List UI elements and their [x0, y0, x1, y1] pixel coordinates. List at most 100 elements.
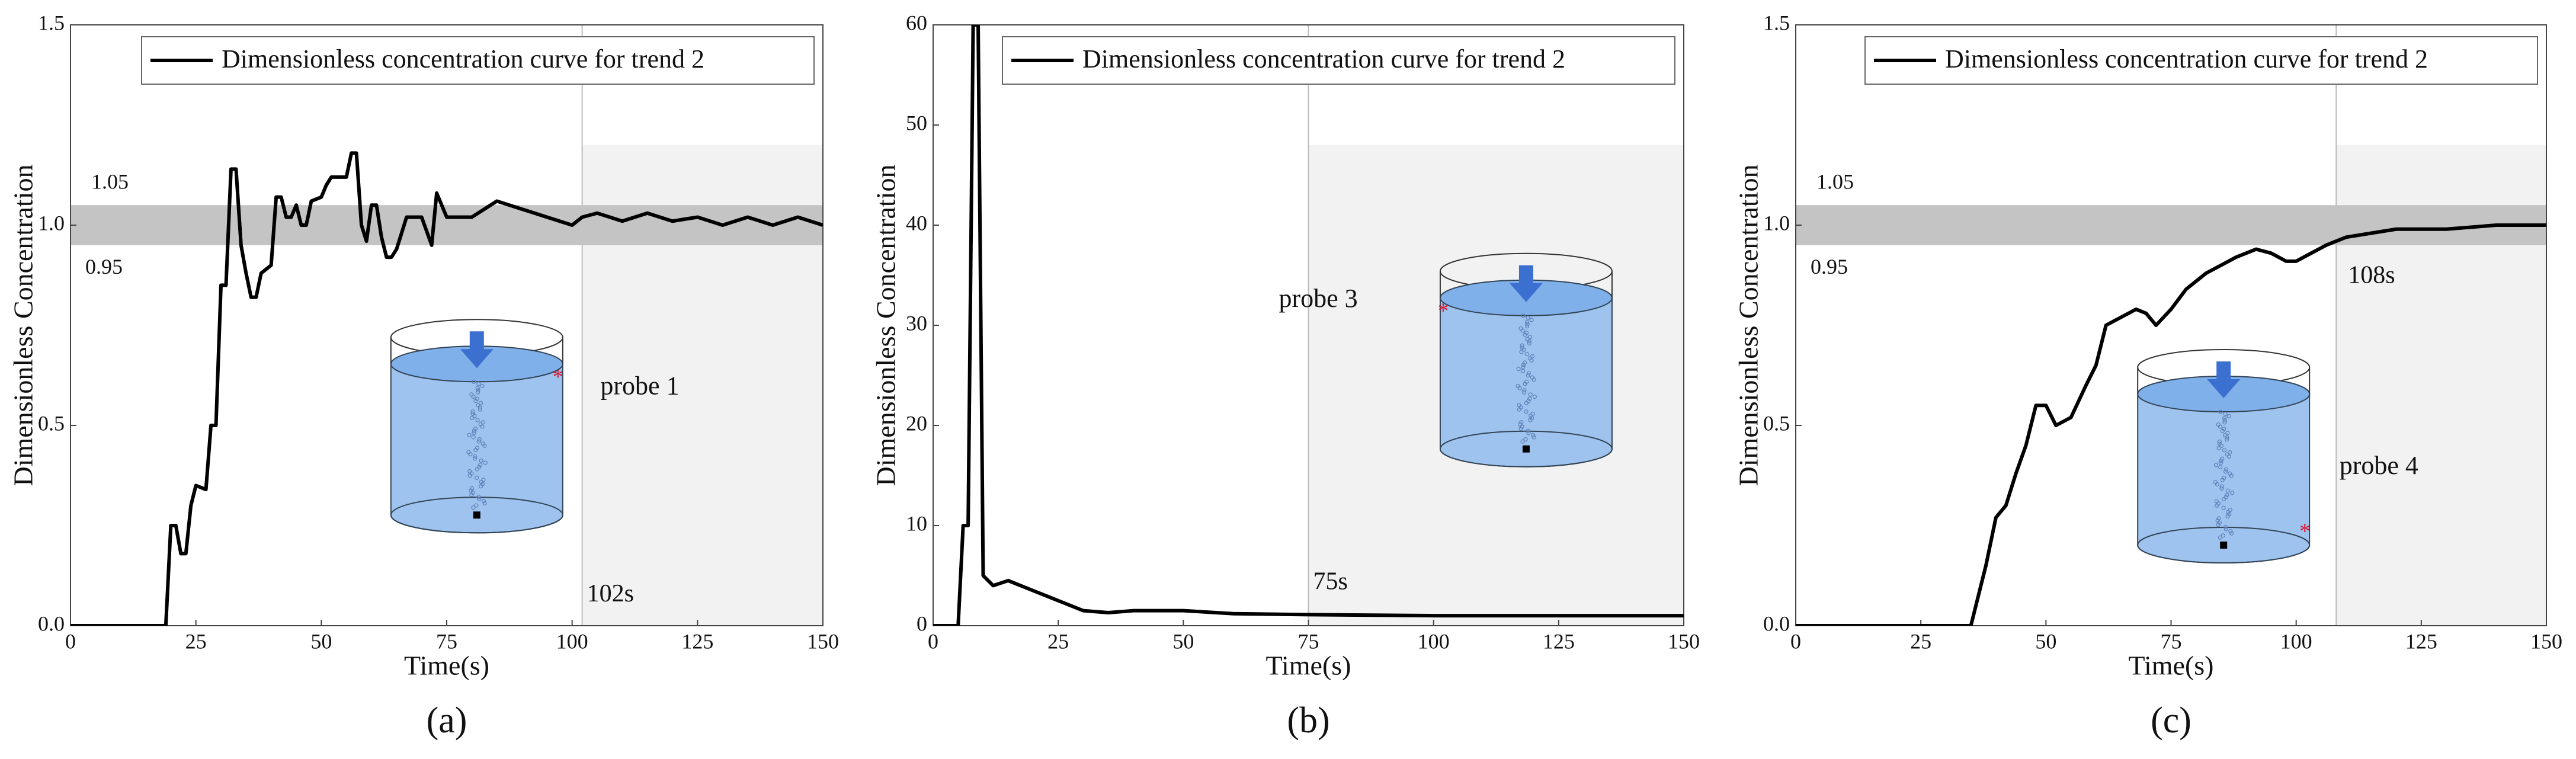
- particle: [478, 463, 483, 467]
- particle: [1528, 418, 1533, 422]
- threshold-label: 102s: [587, 580, 634, 607]
- particle: [2225, 514, 2230, 518]
- particle: [472, 428, 477, 433]
- particle: [2218, 460, 2223, 465]
- y-tick-label: 10: [906, 511, 927, 535]
- y-tick-label: 1.5: [1763, 11, 1790, 34]
- legend-label: Dimensionless concentration curve for tr…: [1945, 44, 2428, 73]
- threshold-label: 108s: [2348, 262, 2395, 289]
- x-tick-label: 125: [2405, 629, 2437, 653]
- particle: [1526, 428, 1530, 433]
- y-tick-label: 0: [917, 611, 927, 635]
- particle: [482, 501, 487, 506]
- particle: [2223, 524, 2228, 529]
- particle: [472, 414, 477, 418]
- particle: [1525, 324, 1530, 329]
- particle: [2218, 409, 2223, 414]
- particle: [2218, 535, 2222, 540]
- particle: [2225, 437, 2229, 442]
- particle: [2224, 467, 2229, 472]
- particle: [2228, 529, 2233, 534]
- particle: [1527, 341, 1531, 346]
- particle: [2215, 482, 2219, 486]
- particle: [478, 407, 482, 412]
- particle: [1531, 377, 1536, 382]
- particle: [2216, 516, 2221, 521]
- x-tick-label: 50: [310, 629, 332, 653]
- x-tick-label: 125: [1543, 629, 1575, 653]
- particle: [472, 456, 478, 461]
- outlet: [1522, 445, 1530, 453]
- particle: [480, 383, 485, 389]
- particle: [2228, 450, 2232, 454]
- x-tick-label: 50: [1172, 629, 1194, 653]
- probe-label: probe 3: [1279, 284, 1358, 313]
- particle: [473, 399, 478, 403]
- panel: 1.05 0.95 0 25 50 75 100 125 150 0.0 0.5 1.0 1.5 Time…: [8, 11, 839, 741]
- particle: [2219, 484, 2224, 489]
- particle: [1522, 390, 1527, 395]
- particle: [2229, 531, 2234, 536]
- x-tick-label: 100: [2280, 629, 2312, 653]
- particle: [2222, 497, 2226, 502]
- particle: [2218, 424, 2223, 429]
- particle: [468, 452, 473, 457]
- particle: [2222, 418, 2227, 422]
- particle: [2223, 469, 2228, 474]
- legend-label: Dimensionless concentration curve for tr…: [222, 44, 704, 73]
- particle: [1521, 347, 1526, 352]
- particle: [1520, 328, 1525, 333]
- particle: [1526, 373, 1530, 378]
- particle: [481, 499, 486, 504]
- particle: [472, 379, 476, 384]
- particle: [1519, 350, 1524, 354]
- panel: 0 25 50 75 100 125 150 0 10 20 30 40 50 60 Time(s) Dime…: [871, 11, 1700, 741]
- particle: [482, 443, 487, 448]
- x-tick-label: 75: [1298, 629, 1319, 653]
- legend-box: [141, 36, 815, 85]
- particle: [1526, 315, 1530, 320]
- particle: [470, 409, 475, 414]
- tank-illustration: *: [390, 319, 563, 534]
- panel: 1.05 0.95 0 25 50 75 100 125 150 0.0 0.5 1.0 1.5 Time…: [1734, 11, 2562, 741]
- particle: [479, 458, 483, 463]
- particle: [1529, 358, 1534, 363]
- x-tick-label: 150: [1668, 629, 1700, 653]
- x-tick-label: 150: [807, 629, 839, 653]
- particle: [1524, 401, 1529, 405]
- particle: [2221, 533, 2225, 538]
- y-tick-label: 0.5: [38, 411, 65, 435]
- data-line: [933, 25, 1684, 626]
- y-tick-label: 1.0: [38, 211, 65, 235]
- particle: [467, 473, 472, 478]
- x-tick-label: 75: [436, 629, 457, 653]
- particle: [470, 490, 475, 495]
- probe-label: probe 4: [2340, 451, 2418, 480]
- data-line: [1796, 223, 2546, 626]
- particle: [1528, 335, 1533, 340]
- particle: [1529, 318, 1534, 322]
- y-tick-label: 50: [906, 111, 927, 134]
- x-tick-label: 0: [65, 629, 76, 653]
- probe-label: probe 1: [600, 371, 679, 400]
- y-tick-label: 1.0: [1763, 211, 1790, 235]
- band-lower-label: 0.95: [1811, 255, 1848, 278]
- particle: [2220, 478, 2225, 482]
- particle: [1531, 435, 1536, 440]
- particle: [1531, 433, 1536, 437]
- particle: [1523, 437, 1528, 442]
- particle: [479, 479, 483, 485]
- x-tick-label: 100: [1418, 629, 1450, 653]
- y-tick-label: 40: [906, 211, 927, 235]
- probe-marker: *: [1438, 299, 1449, 322]
- particle: [475, 475, 479, 480]
- particle: [473, 447, 478, 453]
- particle: [2216, 523, 2221, 527]
- band-lower-label: 0.95: [85, 255, 123, 278]
- particle: [2224, 435, 2229, 440]
- y-tick-label: 0.0: [38, 611, 65, 635]
- x-axis-label: Time(s): [2129, 651, 2214, 681]
- x-tick-label: 25: [185, 629, 207, 653]
- y-tick-label: 0.0: [1763, 611, 1790, 635]
- particle: [471, 394, 476, 399]
